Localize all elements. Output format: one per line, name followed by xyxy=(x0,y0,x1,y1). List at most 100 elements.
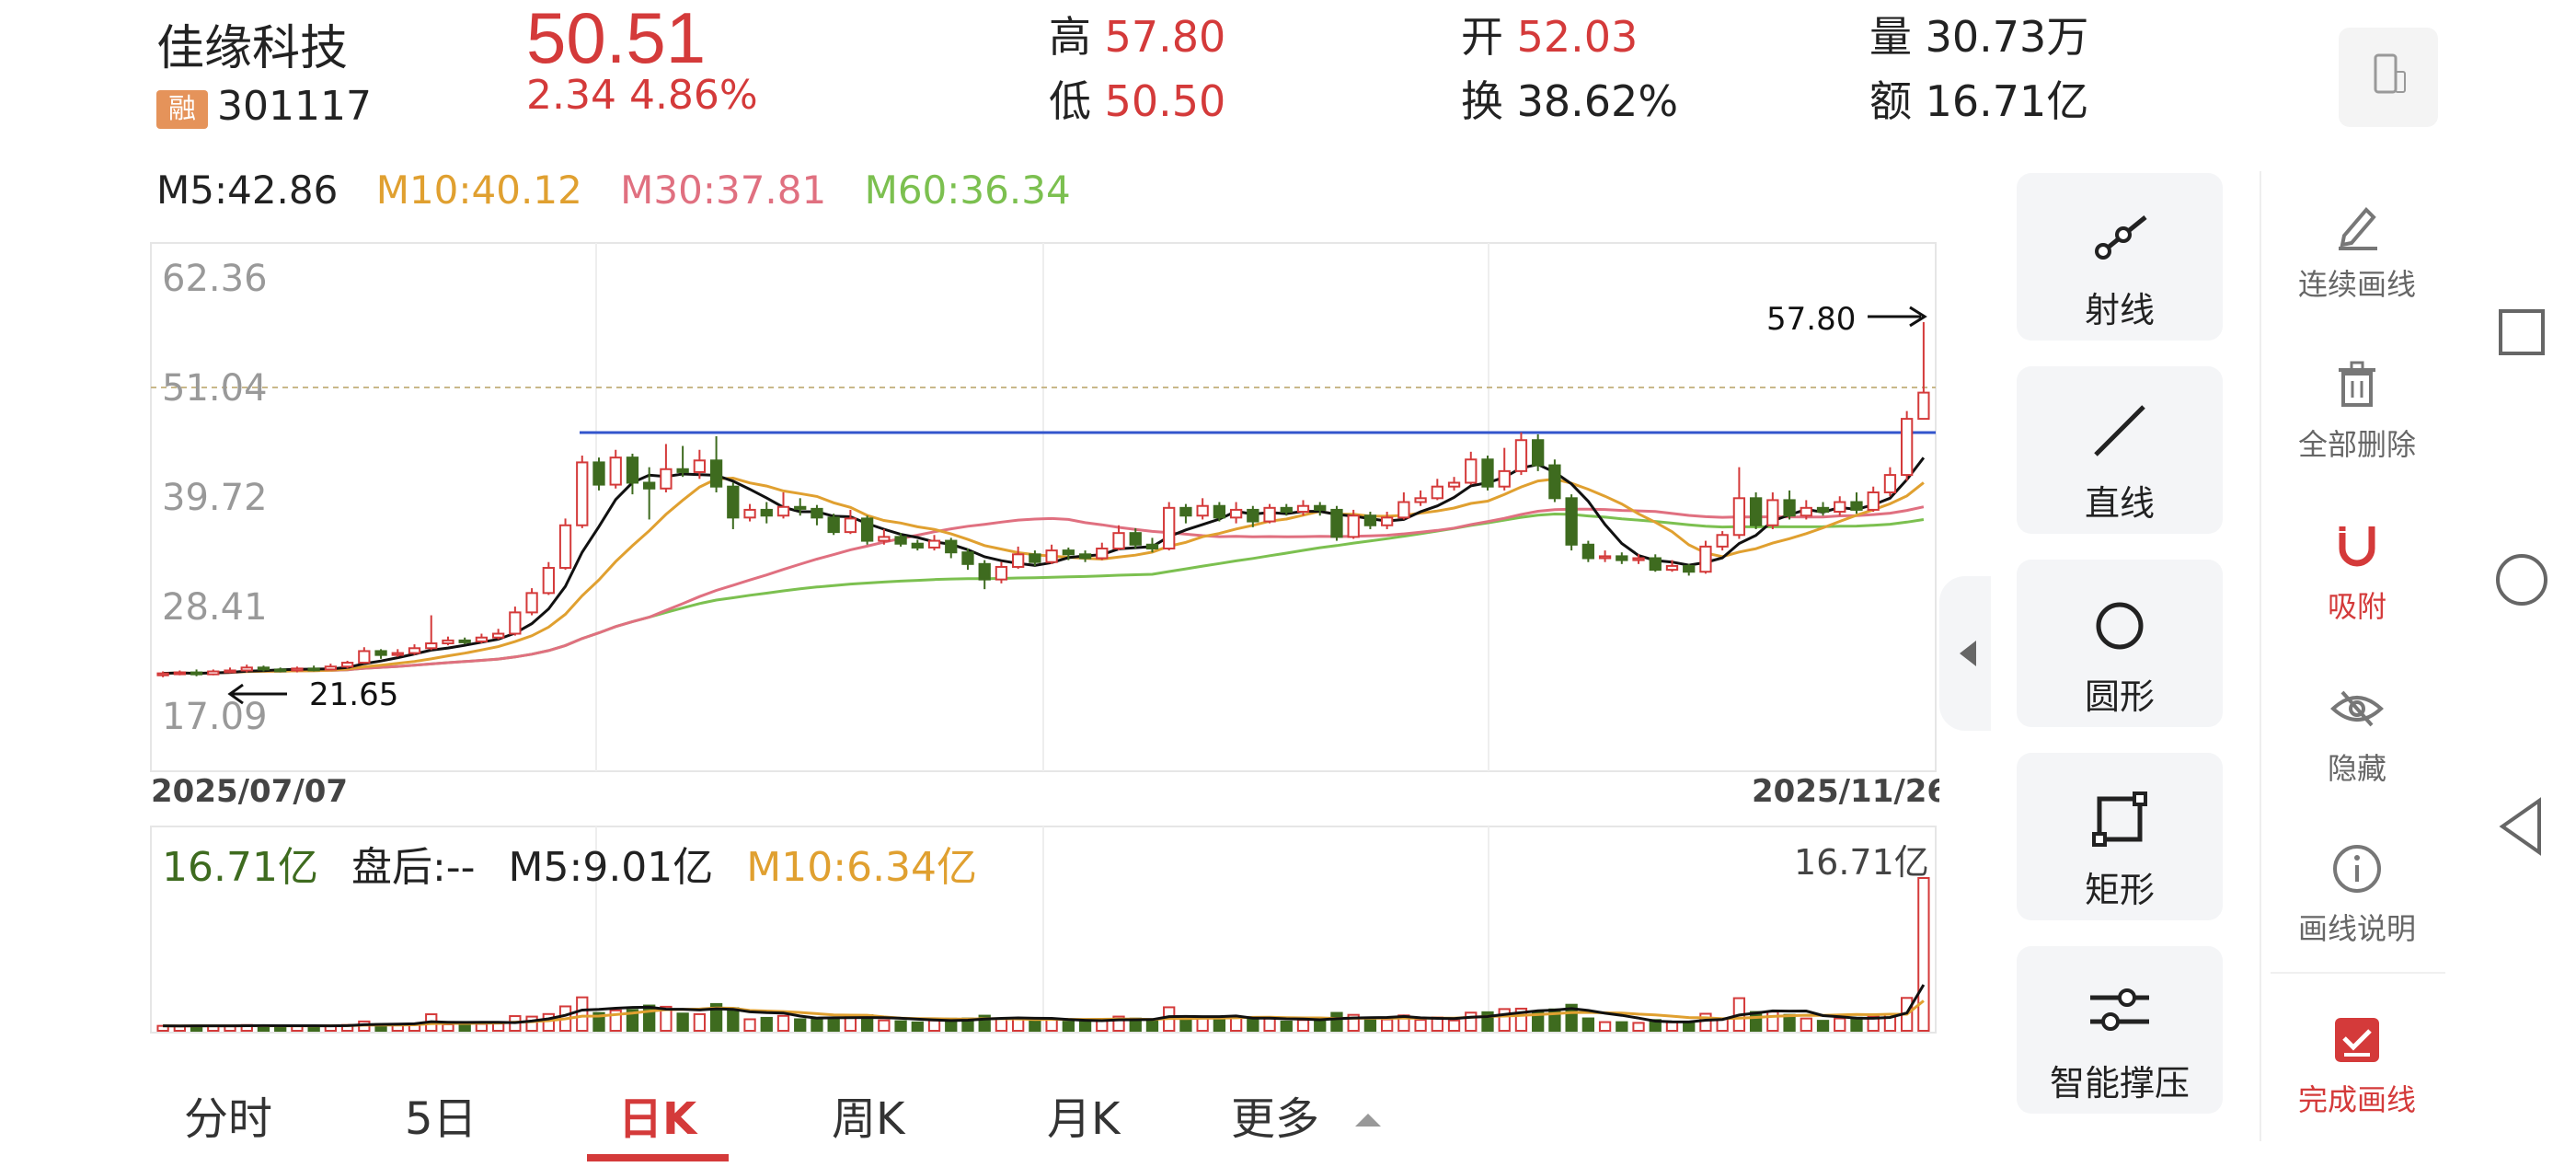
volume-bar xyxy=(1330,1011,1343,1033)
candle-body xyxy=(576,461,589,526)
volume-bar xyxy=(1917,877,1930,1032)
candle-body xyxy=(291,667,304,672)
candle-body xyxy=(760,508,773,517)
candle-body xyxy=(1029,553,1041,563)
volume-bar xyxy=(1414,1019,1427,1032)
candle-body xyxy=(257,666,270,671)
vol-m10: M10:6.34亿 xyxy=(746,844,978,891)
amount-value: 16.71亿 xyxy=(1925,76,2089,126)
price-tick-label: 51.04 xyxy=(162,367,268,410)
volume-bar xyxy=(1145,1020,1159,1033)
candle-body xyxy=(307,667,320,672)
after-hours: 盘后:-- xyxy=(351,844,476,891)
tab-weekly-k[interactable]: 周K xyxy=(832,1093,905,1145)
collapse-panel-button[interactable] xyxy=(1939,576,1991,731)
candle-body xyxy=(1247,508,1259,523)
rotate-screen-button[interactable] xyxy=(2339,28,2438,127)
volume-bar xyxy=(1465,1011,1478,1032)
kline-chart[interactable]: 62.36 51.04 39.72 28.41 17.09 57.80 21.65 xyxy=(0,0,1939,1068)
volume-bar xyxy=(760,1016,773,1032)
turnover-label: 换 xyxy=(1461,76,1503,126)
candle-body xyxy=(542,567,555,595)
volume-label: 量 xyxy=(1869,12,1912,62)
candle-body xyxy=(1514,439,1528,472)
snap-button[interactable]: 吸附 xyxy=(2274,519,2440,626)
candle-body xyxy=(1129,532,1142,546)
low-value: 50.50 xyxy=(1104,76,1226,126)
candle-body xyxy=(1213,504,1226,519)
candle-body xyxy=(743,508,756,519)
volume-bar xyxy=(927,1019,941,1033)
candle-body xyxy=(1465,458,1478,484)
circle-tool-button[interactable]: 圆形 xyxy=(2017,560,2223,727)
ray-tool-button[interactable]: 射线 xyxy=(2017,173,2223,341)
finish-drawing-button[interactable]: 完成画线 xyxy=(2274,1012,2440,1119)
high-stat: 高 57.80 xyxy=(1049,4,1225,64)
volume-value: 30.73万 xyxy=(1925,12,2089,62)
delete-all-button[interactable]: 全部删除 xyxy=(2274,357,2440,464)
candle-body xyxy=(1850,501,1863,511)
candle-body xyxy=(1649,557,1662,572)
candle-body xyxy=(1548,464,1561,500)
candle-body xyxy=(274,668,287,673)
candle-body xyxy=(1565,497,1578,546)
volume-bar xyxy=(1112,1015,1125,1033)
volume-bar xyxy=(1581,1017,1595,1032)
candle-body xyxy=(340,662,354,668)
candle-body xyxy=(207,670,220,676)
candle-body xyxy=(1145,543,1159,549)
continuous-draw-button[interactable]: 连续画线 xyxy=(2274,197,2440,304)
panel-divider xyxy=(2260,171,2261,1141)
candle-body xyxy=(509,611,522,635)
delete-all-label: 全部删除 xyxy=(2297,427,2416,462)
vol-max-label: 16.71亿 xyxy=(1794,842,1929,883)
candle-body xyxy=(1431,485,1443,500)
price-tick-label: 17.09 xyxy=(162,696,268,738)
candle-body xyxy=(156,672,169,676)
candle-body xyxy=(425,642,438,650)
candle-body xyxy=(1800,506,1812,517)
candle-body xyxy=(894,536,907,545)
candle-body xyxy=(190,671,203,676)
sliders-icon xyxy=(2090,988,2149,1031)
candle-body xyxy=(1263,506,1276,523)
tab-more[interactable]: 更多 xyxy=(1231,1082,1386,1147)
candle-body xyxy=(1363,514,1377,526)
candle-body xyxy=(811,507,823,519)
system-nav-bar xyxy=(2473,0,2576,1163)
volume-bar xyxy=(1296,1019,1310,1033)
candle-body xyxy=(1347,514,1360,538)
smart-support-tool-button[interactable]: 智能撑压 xyxy=(2017,946,2223,1114)
candle-body xyxy=(173,671,186,676)
tab-daily-k[interactable]: 日K xyxy=(618,1093,697,1145)
trash-icon xyxy=(2339,361,2375,407)
volume-bar xyxy=(894,1020,907,1032)
volume-bar xyxy=(727,1007,740,1033)
volume-bar xyxy=(1029,1020,1041,1032)
tab-intraday[interactable]: 分时 xyxy=(184,1093,273,1145)
ray-tool-label: 射线 xyxy=(2084,290,2155,330)
hide-button[interactable]: 隐藏 xyxy=(2274,681,2440,788)
rectangle-tool-button[interactable]: 矩形 xyxy=(2017,753,2223,920)
caret-up-icon xyxy=(1355,1114,1382,1127)
volume-bar xyxy=(542,1012,555,1032)
vol-amount: 16.71亿 xyxy=(162,844,318,891)
volume-bar xyxy=(1683,1021,1696,1033)
draw-help-button[interactable]: 画线说明 xyxy=(2274,841,2440,948)
candle-body xyxy=(1749,497,1763,526)
candle-body xyxy=(224,669,236,674)
volume-bar xyxy=(1062,1021,1075,1032)
volume-bar xyxy=(458,1023,471,1032)
price-tick-label: 62.36 xyxy=(162,258,268,300)
rectangle-tool-label: 矩形 xyxy=(2084,870,2155,910)
open-stat: 开 52.03 xyxy=(1461,4,1638,64)
candle-body xyxy=(391,652,404,656)
stock-code: 301117 xyxy=(217,83,372,130)
candle-body xyxy=(1699,545,1712,573)
magnet-icon xyxy=(2337,526,2375,567)
candle-body xyxy=(1665,564,1679,572)
line-tool-button[interactable]: 直线 xyxy=(2017,366,2223,534)
tab-monthly-k[interactable]: 月K xyxy=(1047,1093,1121,1145)
tab-5day[interactable]: 5日 xyxy=(405,1093,477,1145)
circle-icon xyxy=(2096,602,2144,650)
